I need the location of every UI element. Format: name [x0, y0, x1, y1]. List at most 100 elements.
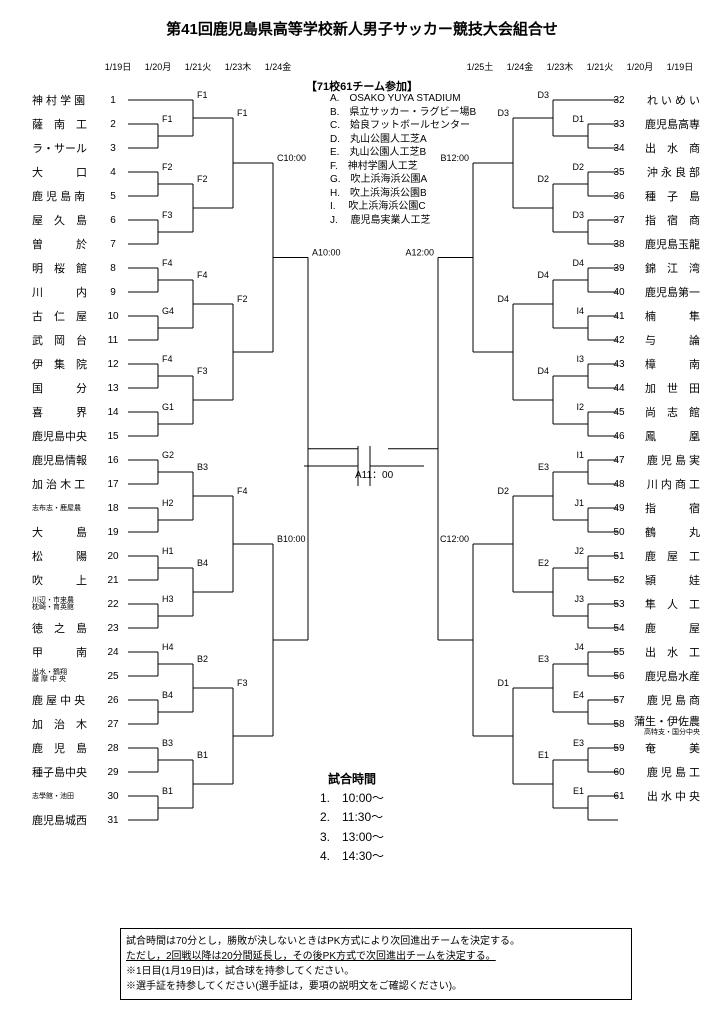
svg-text:E3: E3 — [573, 738, 584, 748]
svg-text:H1: H1 — [162, 546, 174, 556]
svg-text:J3: J3 — [574, 594, 584, 604]
tournament-bracket: 第41回鹿児島県高等学校新人男子サッカー競技大会組合せ 1/19日1/20月1/… — [0, 0, 724, 1024]
team-row: 44加 世 田 — [608, 376, 700, 400]
svg-text:F1: F1 — [162, 114, 173, 124]
team-row: 52頴 娃 — [608, 568, 700, 592]
svg-text:F4: F4 — [197, 270, 208, 280]
center-connector — [304, 88, 424, 848]
svg-text:J4: J4 — [574, 642, 584, 652]
team-row: 加 治 木27 — [32, 712, 124, 736]
team-row: 吹 上21 — [32, 568, 124, 592]
team-row: 48川 内 商 工 — [608, 472, 700, 496]
team-row: 42与 論 — [608, 328, 700, 352]
team-row: 51鹿 屋 工 — [608, 544, 700, 568]
dates-right: 1/25土1/24金1/23木1/21火1/20月1/19日 — [460, 60, 700, 73]
team-row: 53隼 人 工 — [608, 592, 700, 616]
svg-text:F1: F1 — [197, 90, 208, 100]
team-row: 出水・鶴翔薩 摩 中 央25 — [32, 664, 124, 688]
team-row: 35沖 永 良 部 — [608, 160, 700, 184]
team-row: 屋 久 島6 — [32, 208, 124, 232]
team-row: 鹿児島城西31 — [32, 808, 124, 832]
svg-text:D3: D3 — [572, 210, 584, 220]
team-row: 大 島19 — [32, 520, 124, 544]
svg-text:D2: D2 — [537, 174, 549, 184]
team-row: 61出 水 中 央 — [608, 784, 700, 808]
team-row: 国 分13 — [32, 376, 124, 400]
team-row: 種子島中央29 — [32, 760, 124, 784]
svg-text:D4: D4 — [572, 258, 584, 268]
svg-text:B4: B4 — [197, 558, 208, 568]
team-row: 59奄 美 — [608, 736, 700, 760]
svg-text:C12:00: C12:00 — [440, 534, 469, 544]
svg-text:E1: E1 — [538, 750, 549, 760]
team-row: 34出 水 商 — [608, 136, 700, 160]
svg-text:J1: J1 — [574, 498, 584, 508]
team-row: 鹿児島情報16 — [32, 448, 124, 472]
team-row: 33鹿児島高専 — [608, 112, 700, 136]
team-row: 古 仁 屋10 — [32, 304, 124, 328]
svg-text:J2: J2 — [574, 546, 584, 556]
svg-text:F3: F3 — [237, 678, 248, 688]
dates-left: 1/19日1/20月1/21火1/23木1/24金 — [98, 60, 298, 73]
svg-text:D3: D3 — [537, 90, 549, 100]
team-row: 徳 之 島23 — [32, 616, 124, 640]
team-row: 32れ い め い — [608, 88, 700, 112]
team-row: 37指 宿 商 — [608, 208, 700, 232]
svg-text:B10:00: B10:00 — [277, 534, 306, 544]
team-row: 川 内9 — [32, 280, 124, 304]
svg-text:B3: B3 — [162, 738, 173, 748]
svg-text:D1: D1 — [572, 114, 584, 124]
svg-text:H2: H2 — [162, 498, 174, 508]
teams-right: 32れ い め い33鹿児島高専34出 水 商35沖 永 良 部36種 子 島3… — [608, 88, 700, 808]
team-row: 志布志・鹿屋農18 — [32, 496, 124, 520]
team-row: 43樟 南 — [608, 352, 700, 376]
svg-text:E3: E3 — [538, 654, 549, 664]
svg-text:B12:00: B12:00 — [440, 153, 469, 163]
svg-text:I3: I3 — [576, 354, 584, 364]
team-row: 薩 南 工2 — [32, 112, 124, 136]
svg-text:D4: D4 — [537, 366, 549, 376]
svg-text:F4: F4 — [162, 354, 173, 364]
svg-text:G1: G1 — [162, 402, 174, 412]
svg-text:E2: E2 — [538, 558, 549, 568]
team-row: 40鹿児島第一 — [608, 280, 700, 304]
teams-left: 神 村 学 園1薩 南 工2ラ・サール3大 口4鹿 児 島 南5屋 久 島6曽 … — [32, 88, 124, 832]
svg-text:F2: F2 — [197, 174, 208, 184]
svg-text:D4: D4 — [497, 294, 509, 304]
team-row: 武 岡 台11 — [32, 328, 124, 352]
team-row: 56鹿児島水産 — [608, 664, 700, 688]
svg-text:D2: D2 — [497, 486, 509, 496]
svg-text:B1: B1 — [162, 786, 173, 796]
svg-text:E1: E1 — [573, 786, 584, 796]
team-row: 39錦 江 湾 — [608, 256, 700, 280]
team-row: 志學館・池田30 — [32, 784, 124, 808]
team-row: 加 治 木 工17 — [32, 472, 124, 496]
team-row: 47鹿 児 島 実 — [608, 448, 700, 472]
team-row: 55出 水 工 — [608, 640, 700, 664]
page-title: 第41回鹿児島県高等学校新人男子サッカー競技大会組合せ — [0, 0, 724, 39]
team-row: 大 口4 — [32, 160, 124, 184]
team-row: 54鹿 屋 — [608, 616, 700, 640]
svg-text:B4: B4 — [162, 690, 173, 700]
team-row: 57鹿 児 島 商 — [608, 688, 700, 712]
svg-text:C10:00: C10:00 — [277, 153, 306, 163]
team-row: 伊 集 院12 — [32, 352, 124, 376]
svg-text:D3: D3 — [497, 108, 509, 118]
team-row: 喜 界14 — [32, 400, 124, 424]
team-row: 神 村 学 園1 — [32, 88, 124, 112]
notes: 試合時間は70分とし，勝敗が決しないときはPK方式により次回進出チームを決定する… — [120, 928, 632, 1000]
team-row: 鹿児島中央15 — [32, 424, 124, 448]
svg-text:F3: F3 — [162, 210, 173, 220]
team-row: 松 陽20 — [32, 544, 124, 568]
svg-text:F3: F3 — [197, 366, 208, 376]
svg-text:E3: E3 — [538, 462, 549, 472]
team-row: 41楠 隼 — [608, 304, 700, 328]
team-row: 甲 南24 — [32, 640, 124, 664]
team-row: 鹿 児 島 南5 — [32, 184, 124, 208]
svg-text:B3: B3 — [197, 462, 208, 472]
svg-text:F2: F2 — [237, 294, 248, 304]
team-row: 49指 宿 — [608, 496, 700, 520]
team-row: 明 桜 館8 — [32, 256, 124, 280]
svg-text:F4: F4 — [237, 486, 248, 496]
svg-text:H3: H3 — [162, 594, 174, 604]
